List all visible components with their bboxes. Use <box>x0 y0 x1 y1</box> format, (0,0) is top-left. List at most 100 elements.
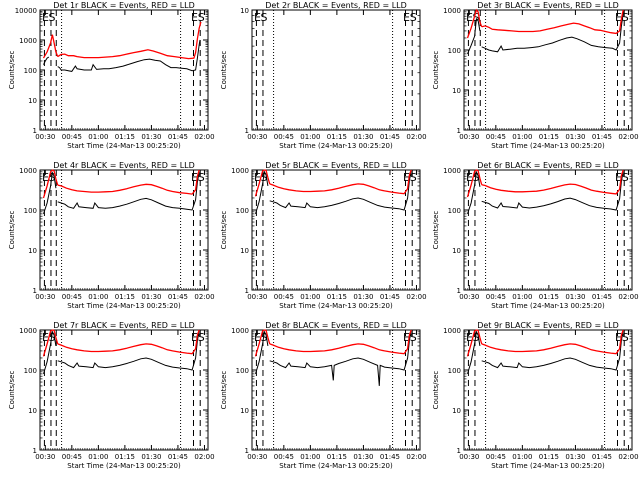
y-tick-label: 1000 <box>231 167 249 175</box>
series-events-line <box>43 171 57 215</box>
x-tick-label: 01:15 <box>327 453 347 461</box>
y-tick-label: 1 <box>457 287 461 295</box>
x-tick-label: 02:00 <box>618 453 638 461</box>
x-tick-label: 01:45 <box>380 293 400 301</box>
y-tick-label: 10000 <box>15 7 37 15</box>
series-lld-line <box>42 329 59 357</box>
series-events-line <box>255 170 269 215</box>
marker-label: S <box>622 11 629 24</box>
y-tick-label: 1 <box>245 127 249 135</box>
series-events-line <box>269 170 412 211</box>
marker-label: E <box>42 11 49 24</box>
y-tick-label: 1 <box>33 447 37 455</box>
series-events-line <box>57 171 200 211</box>
x-tick-label: 01:00 <box>300 133 320 141</box>
x-tick-label: 00:45 <box>62 293 82 301</box>
y-axis-label: Counts/sec <box>220 211 228 250</box>
y-tick-label: 10 <box>240 407 249 415</box>
y-tick-label: 100 <box>448 47 461 55</box>
x-tick-label: 01:15 <box>539 133 559 141</box>
y-axis-label: Counts/sec <box>8 371 16 410</box>
x-tick-label: 01:15 <box>539 293 559 301</box>
marker-label: S <box>260 11 267 24</box>
y-tick-label: 1000 <box>19 327 37 335</box>
x-tick-label: 00:45 <box>274 133 294 141</box>
marker-label: E <box>42 331 49 344</box>
y-tick-label: 1 <box>33 127 37 135</box>
y-tick-label: 10 <box>28 97 37 105</box>
y-tick-label: 100 <box>236 367 249 375</box>
panel-title: Det 7r BLACK = Events, RED = LLD <box>53 321 195 330</box>
series-lld-line <box>42 169 59 199</box>
marker-label: E <box>254 331 261 344</box>
x-tick-label: 01:30 <box>565 293 585 301</box>
panel-title: Det 8r BLACK = Events, RED = LLD <box>265 321 407 330</box>
series-events-line <box>269 330 412 386</box>
panel-title: Det 9r BLACK = Events, RED = LLD <box>477 321 619 330</box>
x-tick-label: 00:45 <box>486 293 506 301</box>
x-tick-label: 02:00 <box>618 133 638 141</box>
marker-label: S <box>48 11 55 24</box>
marker-label: E <box>403 331 410 344</box>
x-tick-label: 02:00 <box>618 293 638 301</box>
y-tick-label: 10 <box>240 247 249 255</box>
x-tick-label: 00:30 <box>247 453 267 461</box>
x-tick-label: 00:30 <box>35 453 55 461</box>
y-tick-label: 10 <box>28 247 37 255</box>
marker-label: S <box>410 171 417 184</box>
marker-label: E <box>191 171 198 184</box>
x-tick-label: 01:45 <box>168 293 188 301</box>
x-axis-label: Start Time (24-Mar-13 00:25:20) <box>67 142 181 150</box>
x-tick-label: 01:30 <box>353 133 373 141</box>
x-tick-label: 01:15 <box>327 133 347 141</box>
x-axis-label: Start Time (24-Mar-13 00:25:20) <box>279 462 393 470</box>
y-tick-label: 10 <box>240 7 249 15</box>
x-tick-label: 00:30 <box>459 133 479 141</box>
x-tick-label: 01:30 <box>353 453 373 461</box>
x-tick-label: 00:45 <box>486 133 506 141</box>
x-tick-label: 02:00 <box>194 293 214 301</box>
x-tick-label: 00:45 <box>274 453 294 461</box>
y-tick-label: 1 <box>245 287 249 295</box>
y-axis-label: Counts/sec <box>432 371 440 410</box>
series-events-line <box>481 171 624 211</box>
detector-panel-8: Det 8r BLACK = Events, RED = LLD 1 10 100 10… <box>220 321 427 470</box>
x-tick-label: 02:00 <box>406 133 426 141</box>
x-tick-label: 01:30 <box>141 133 161 141</box>
series-lld-line <box>57 169 200 195</box>
x-tick-label: 01:00 <box>512 293 532 301</box>
y-tick-label: 1 <box>245 447 249 455</box>
y-tick-label: 1000 <box>443 167 461 175</box>
y-axis-label: Counts/sec <box>432 211 440 250</box>
y-tick-label: 1 <box>457 447 461 455</box>
marker-label: S <box>622 331 629 344</box>
marker-label: E <box>403 11 410 24</box>
marker-label: E <box>191 11 198 24</box>
x-tick-label: 01:00 <box>300 453 320 461</box>
y-axis-label: Counts/sec <box>220 371 228 410</box>
y-tick-label: 1 <box>33 287 37 295</box>
marker-label: E <box>615 11 622 24</box>
x-tick-label: 00:30 <box>459 293 479 301</box>
x-axis-label: Start Time (24-Mar-13 00:25:20) <box>67 302 181 310</box>
y-tick-label: 100 <box>236 207 249 215</box>
x-tick-label: 01:00 <box>512 133 532 141</box>
marker-label: E <box>191 331 198 344</box>
series-lld-line <box>466 329 483 357</box>
series-events-line <box>481 330 624 371</box>
x-tick-label: 02:00 <box>194 453 214 461</box>
x-tick-label: 01:45 <box>380 453 400 461</box>
series-events-line <box>467 170 481 215</box>
marker-label: E <box>615 331 622 344</box>
panel-title: Det 3r BLACK = Events, RED = LLD <box>477 1 619 10</box>
y-tick-label: 10 <box>452 407 461 415</box>
x-tick-label: 01:45 <box>592 293 612 301</box>
marker-label: S <box>410 11 417 24</box>
plot-frame <box>251 9 421 131</box>
y-tick-label: 1000 <box>443 7 461 15</box>
x-axis-label: Start Time (24-Mar-13 00:25:20) <box>67 462 181 470</box>
marker-label: E <box>403 171 410 184</box>
series-events-line <box>57 330 200 371</box>
marker-label: E <box>42 171 49 184</box>
marker-label: S <box>472 11 479 24</box>
